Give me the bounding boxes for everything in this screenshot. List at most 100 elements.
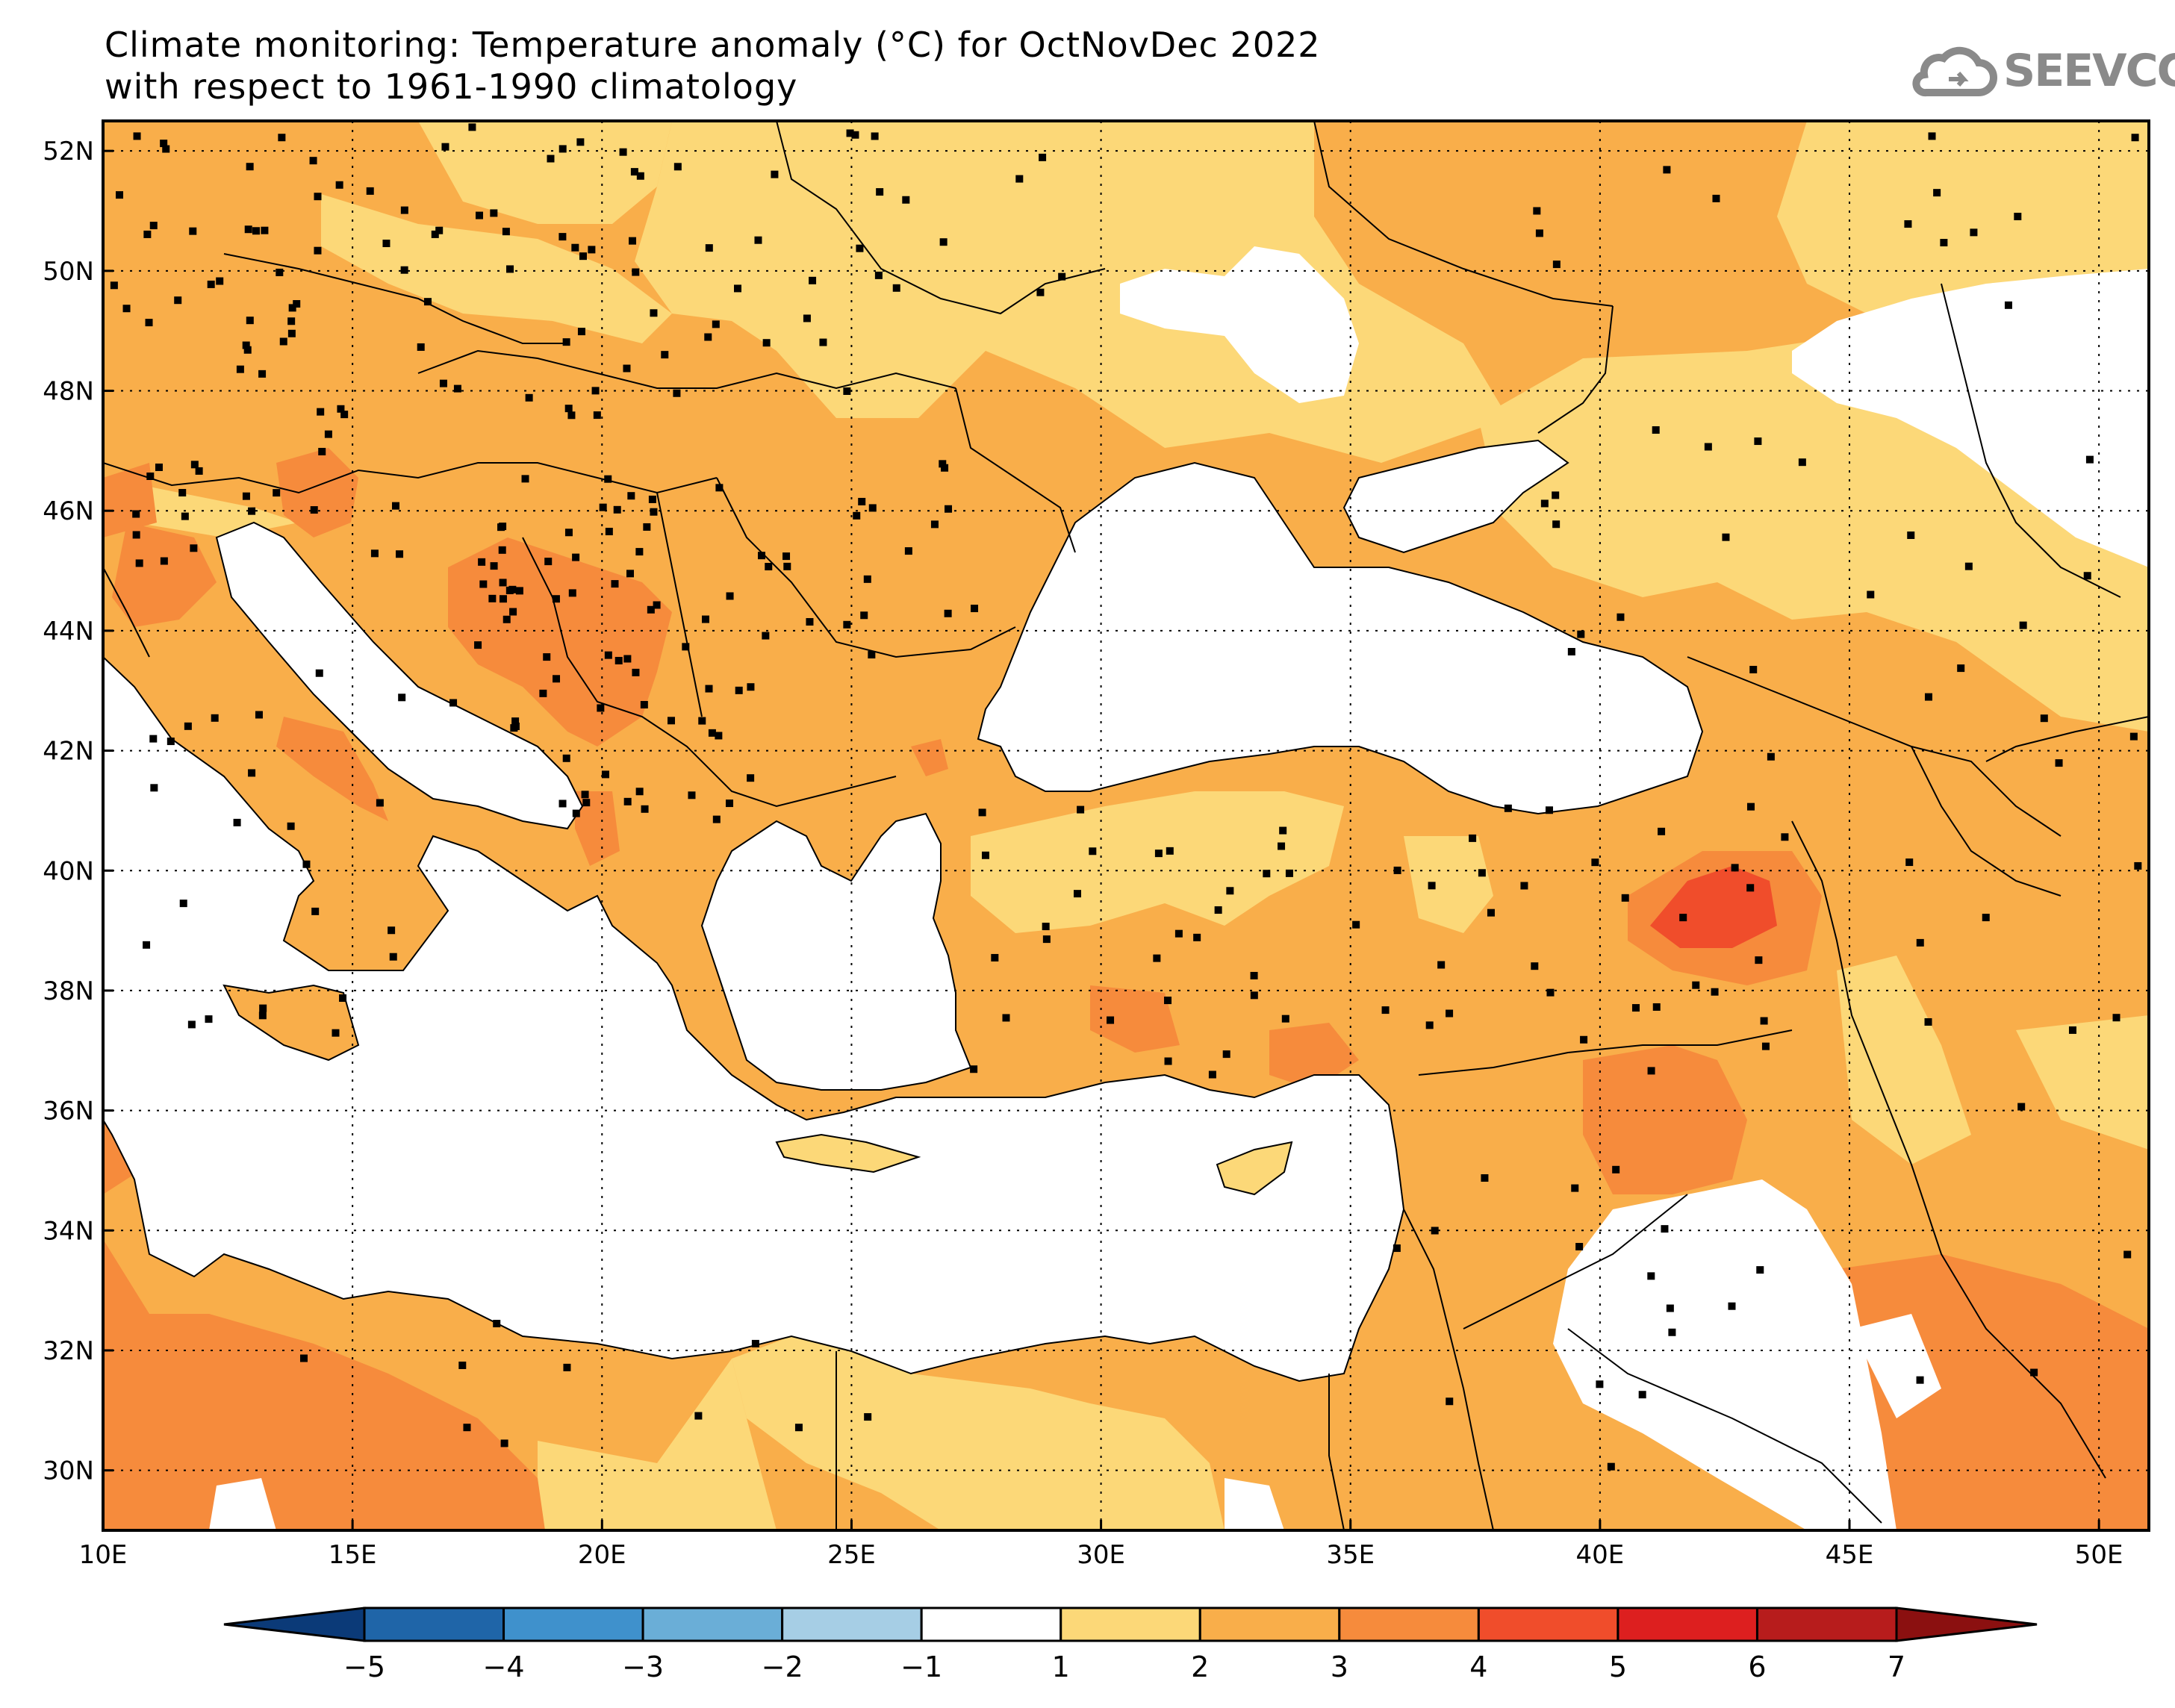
border-line (1791, 820, 2106, 1479)
station-marker (149, 735, 158, 743)
station-marker (939, 460, 947, 468)
station-marker (509, 608, 517, 616)
station-marker (309, 157, 317, 165)
station-marker (376, 799, 384, 807)
station-marker (705, 685, 713, 693)
station-marker (1285, 869, 1293, 877)
anomaly-band-1-2-poland (418, 121, 672, 224)
station-marker (205, 1015, 213, 1023)
station-marker (809, 276, 817, 284)
anomaly-band-1-2-iran (1837, 956, 1971, 1165)
station-marker (688, 791, 696, 800)
station-marker (1263, 870, 1271, 878)
station-marker (195, 467, 203, 475)
border-line (1403, 1209, 1494, 1530)
station-marker (1226, 887, 1234, 895)
station-marker (1940, 239, 1948, 247)
station-marker (337, 405, 345, 413)
border-line (1463, 1194, 1688, 1330)
station-marker (190, 461, 199, 469)
station-marker (2083, 572, 2091, 580)
tyrrhenian-ionian-sea (103, 655, 1405, 1383)
station-marker (1679, 914, 1687, 922)
latitude-tick-label: 36N (43, 1097, 94, 1126)
station-marker (1164, 997, 1172, 1005)
station-marker (1058, 272, 1066, 281)
white-nodata-libya-spot (209, 1478, 276, 1530)
station-marker (650, 508, 658, 516)
station-marker (547, 155, 555, 163)
station-marker (398, 694, 406, 702)
colorbar-segment (502, 1606, 644, 1642)
logo-text: SEEVCCC (2003, 45, 2175, 97)
station-marker (978, 808, 986, 817)
station-marker (771, 170, 779, 178)
colorbar-segment (1338, 1606, 1480, 1642)
station-marker (694, 1412, 703, 1420)
station-marker (490, 562, 498, 570)
station-marker (1867, 590, 1875, 599)
station-marker (650, 309, 658, 317)
azov-sea (1342, 439, 1569, 554)
station-marker (1487, 908, 1495, 917)
station-marker (715, 484, 724, 492)
station-marker (2123, 1250, 2132, 1259)
country-borders (103, 121, 2149, 1530)
adriatic-sea (215, 521, 584, 830)
station-marker (468, 123, 476, 131)
station-marker (614, 656, 623, 664)
latitude-tick-label: 40N (43, 856, 94, 886)
white-nodata-arabia-east (1852, 1314, 1941, 1418)
station-marker (562, 338, 570, 346)
station-marker (1907, 531, 1915, 539)
title-line-2: with respect to 1961-1990 climatology (105, 66, 798, 107)
station-marker (1478, 869, 1486, 877)
station-marker (712, 815, 721, 823)
station-marker (174, 296, 182, 305)
black-sea (977, 461, 1704, 815)
station-marker (493, 1320, 501, 1328)
seevccc-logo: SEEVCCC (1908, 43, 2175, 103)
station-marker (1761, 1042, 1770, 1050)
anomaly-band-1-2-central-turkey (1404, 836, 1493, 933)
border-line (1985, 716, 2149, 762)
station-marker (135, 559, 143, 567)
station-marker (623, 797, 632, 805)
station-marker (726, 592, 734, 600)
station-marker (1767, 752, 1775, 761)
station-marker (167, 738, 175, 746)
station-marker (1431, 1227, 1439, 1235)
station-marker (521, 475, 529, 483)
station-marker (735, 686, 743, 694)
station-marker (682, 643, 690, 651)
station-marker (1661, 1225, 1669, 1233)
station-marker (2134, 861, 2142, 870)
station-marker (762, 632, 770, 640)
station-marker (439, 379, 447, 387)
station-marker (626, 570, 634, 578)
station-marker (1208, 1070, 1216, 1079)
border-line (522, 537, 897, 808)
station-marker (803, 314, 811, 322)
anomaly-field (103, 121, 2149, 1530)
station-marker (1904, 220, 1912, 228)
station-marker (1015, 175, 1024, 183)
station-marker (339, 994, 347, 1002)
station-marker (143, 230, 152, 238)
colorbar-label: 3 (1331, 1651, 1348, 1683)
station-marker (244, 225, 252, 234)
station-marker (498, 546, 506, 554)
border-line (1537, 305, 1614, 434)
station-marker (558, 233, 567, 241)
station-marker (179, 900, 187, 908)
border-line (776, 121, 1106, 315)
station-marker (242, 492, 250, 500)
station-marker (1580, 1035, 1588, 1044)
station-marker (604, 651, 612, 659)
station-marker (819, 338, 827, 346)
station-marker (423, 298, 432, 306)
station-marker (255, 711, 263, 719)
border-line (103, 567, 150, 658)
latitude-tick-label: 32N (43, 1336, 94, 1366)
colorbar-label: 6 (1748, 1651, 1766, 1683)
